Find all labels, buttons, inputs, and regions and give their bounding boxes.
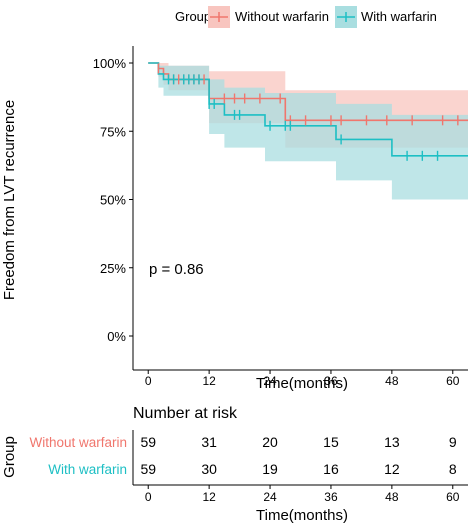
risk-count-with-warfarin: 19 <box>262 461 278 477</box>
legend-label-with-warfarin: With warfarin <box>361 9 437 24</box>
km-plot: 0% 25% 50% 75% 100% 0 12 24 36 48 60 p = 0.86 Tim… <box>1 46 468 392</box>
risk-count-with-warfarin: 59 <box>140 461 156 477</box>
risk-count-without-warfarin: 15 <box>323 434 339 450</box>
p-value-annotation: p = 0.86 <box>149 261 204 278</box>
risk-count-without-warfarin: 13 <box>384 434 400 450</box>
y-tick-label: 100% <box>93 56 127 71</box>
y-axis-label: Freedom from LVT recurrence <box>1 100 18 300</box>
risk-table: Number at risk Group Without warfarin 59 3… <box>1 405 468 524</box>
risk-count-without-warfarin: 31 <box>201 434 217 450</box>
risk-x-tick-label: 36 <box>324 490 338 504</box>
risk-x-tick-label: 12 <box>202 490 216 504</box>
risk-x-tick-label: 0 <box>145 490 152 504</box>
confidence-bands <box>148 63 468 200</box>
x-tick-label: 12 <box>202 374 216 388</box>
risk-count-without-warfarin: 20 <box>262 434 278 450</box>
risk-count-without-warfarin: 9 <box>449 434 457 450</box>
y-tick-label: 75% <box>100 124 126 139</box>
risk-table-group-label: Group <box>1 436 18 478</box>
y-axis-ticks: 0% 25% 50% 75% 100% <box>93 56 133 344</box>
legend-label-without-warfarin: Without warfarin <box>235 9 329 24</box>
risk-x-tick-label: 24 <box>263 490 277 504</box>
risk-x-tick-label: 60 <box>446 490 460 504</box>
risk-count-with-warfarin: 30 <box>201 461 217 477</box>
km-curve-with-warfarin <box>148 62 468 157</box>
risk-table-title: Number at risk <box>133 405 238 422</box>
censor-marks <box>157 63 459 161</box>
risk-row-label-without-warfarin: Without warfarin <box>29 435 127 450</box>
legend: Group Without warfarin With warfarin <box>175 6 437 28</box>
y-tick-label: 50% <box>100 193 126 208</box>
risk-count-with-warfarin: 16 <box>323 461 339 477</box>
risk-count-without-warfarin: 59 <box>140 434 156 450</box>
x-tick-label: 24 <box>263 374 277 388</box>
risk-count-with-warfarin: 12 <box>384 461 400 477</box>
x-axis-ticks: 0 12 24 36 48 60 <box>145 370 460 388</box>
risk-table-rows: Without warfarin 59 31 20 15 13 9 With warfarin… <box>29 434 456 477</box>
confidence-band-with-warfarin <box>148 63 468 200</box>
risk-row-label-with-warfarin: With warfarin <box>48 462 127 477</box>
y-tick-label: 0% <box>107 329 126 344</box>
risk-table-x-label: Time(months) <box>256 507 348 524</box>
legend-title: Group <box>175 9 211 24</box>
risk-table-x-ticks: 0 12 24 36 48 60 <box>145 485 460 504</box>
risk-x-tick-label: 48 <box>385 490 399 504</box>
x-axis-label: Time(months) <box>256 375 348 392</box>
x-tick-label: 48 <box>385 374 399 388</box>
x-tick-label: 36 <box>324 374 338 388</box>
x-tick-label: 60 <box>446 374 460 388</box>
y-tick-label: 25% <box>100 261 126 276</box>
x-tick-label: 0 <box>145 374 152 388</box>
risk-count-with-warfarin: 8 <box>449 461 457 477</box>
